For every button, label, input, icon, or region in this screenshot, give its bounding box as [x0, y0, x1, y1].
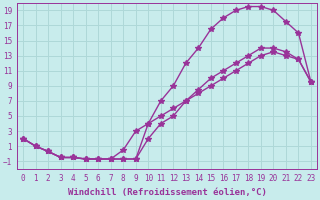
- X-axis label: Windchill (Refroidissement éolien,°C): Windchill (Refroidissement éolien,°C): [68, 188, 267, 197]
